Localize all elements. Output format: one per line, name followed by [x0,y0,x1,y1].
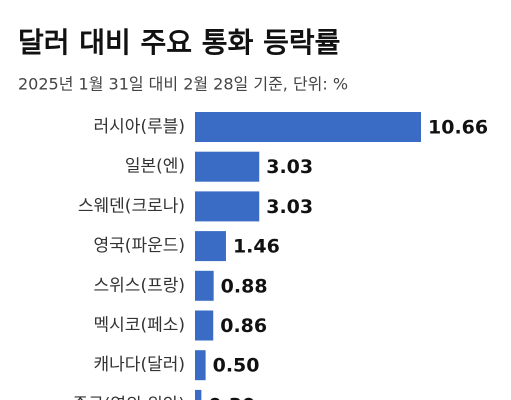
bar [195,191,260,222]
category-label: 캐나다(달러) [94,355,185,375]
bar [195,151,260,182]
value-label: 1.46 [233,236,280,258]
category-label: 스웨덴(크로나) [78,196,185,216]
bar [195,350,206,381]
value-label: 0.86 [220,315,267,337]
chart-subtitle: 2025년 1월 31일 대비 2월 28일 기준, 단위: % [18,75,348,94]
value-label: 0.50 [213,355,260,377]
bar [195,310,214,341]
value-label: 10.66 [428,117,488,139]
bar [195,112,421,142]
value-label: 3.03 [266,156,313,178]
chart-title: 달러 대비 주요 통화 등락률 [18,26,340,59]
category-label: 스위스(프랑) [94,276,185,296]
bar [195,389,202,400]
value-label: 0.88 [221,275,268,297]
category-label: 멕시코(페소) [94,316,185,336]
value-label: 3.03 [266,196,313,218]
bar [195,231,226,262]
category-label: 러시아(루블) [94,117,185,137]
value-label: 0.30 [208,394,255,400]
category-label: 영국(파운드) [94,236,185,256]
category-label: 중국(역외 위안) [72,395,185,400]
category-label: 일본(엔) [125,157,185,177]
bar [195,270,214,301]
